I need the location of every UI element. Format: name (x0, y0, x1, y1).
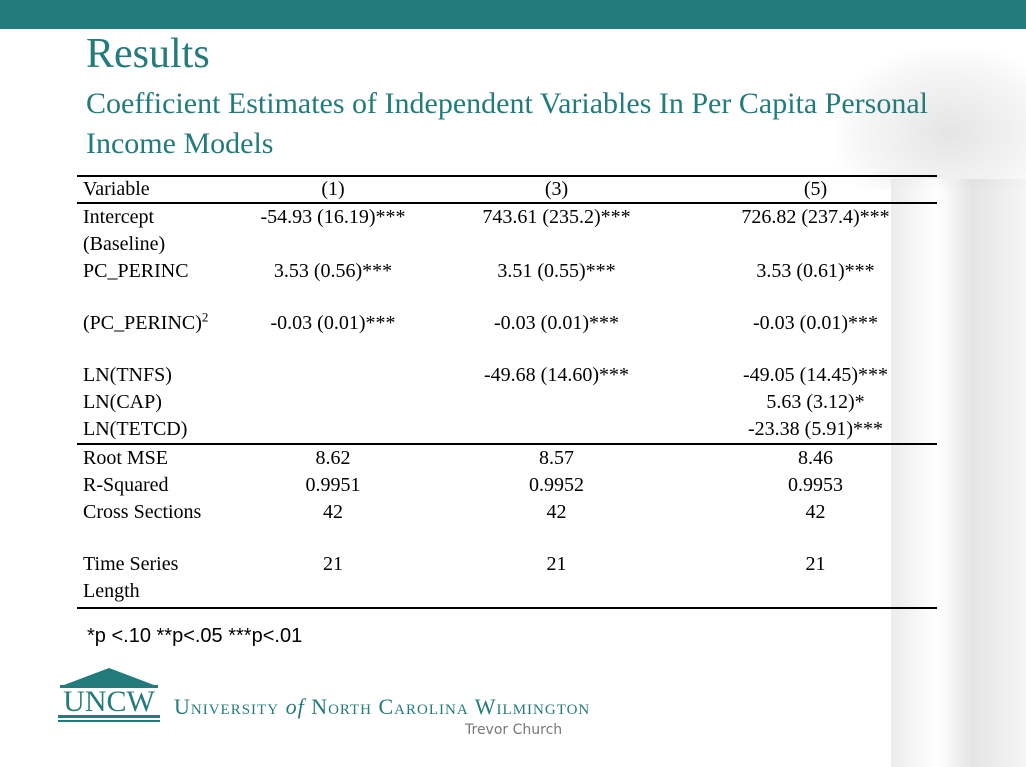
cell: -0.03 (0.01)*** (270, 312, 396, 334)
university-name: University of North Carolina Wilmington (174, 694, 591, 719)
header-model-5: (5) (694, 175, 937, 204)
slide-subtitle: Coefficient Estimates of Independent Var… (86, 87, 928, 160)
header-variable: Variable (77, 175, 247, 204)
row-label: LN(TNFS) (83, 364, 172, 386)
cell: 726.82 (237.4)*** (741, 206, 890, 228)
table-row: LN(CAP) 5.63 (3.12)* (77, 389, 937, 416)
results-table: Variable (1) (3) (5) Intercept -54.93 (1… (77, 175, 937, 609)
row-label: LN(TETCD) (83, 418, 188, 440)
top-banner (0, 0, 1026, 29)
row-label: Cross Sections (83, 501, 202, 523)
row-label: Length (77, 578, 247, 609)
table-row: Time Series 21 21 21 (77, 551, 937, 578)
cell: 743.61 (235.2)*** (482, 206, 631, 228)
cell: 5.63 (3.12)* (766, 391, 865, 413)
cell: -23.38 (5.91)*** (748, 418, 883, 440)
cell: 21 (546, 553, 567, 575)
cell: 8.62 (247, 443, 419, 472)
cell: 3.53 (0.56)*** (273, 260, 393, 282)
cell: -49.68 (14.60)*** (484, 364, 629, 386)
column-background-image (796, 29, 1026, 767)
cell: 21 (323, 553, 343, 575)
table-row: LN(TETCD) -23.38 (5.91)*** (77, 416, 937, 444)
header-model-1: (1) (247, 175, 419, 204)
row-label: R-Squared (83, 474, 169, 496)
table-row: R-Squared 0.9951 0.9952 0.9953 (77, 472, 937, 499)
uncw-logo: UNCW (58, 668, 160, 722)
cell: 42 (323, 501, 343, 523)
cell: 0.9952 (529, 474, 584, 496)
author-name: Trevor Church (465, 722, 563, 738)
cell (247, 362, 419, 389)
table-row: Root MSE 8.62 8.57 8.46 (77, 443, 937, 472)
row-label: Time Series (83, 553, 179, 575)
logo-text: UNCW (63, 685, 155, 718)
significance-footnote: *p <.10 **p<.05 ***p<.01 (87, 625, 303, 647)
cell: 42 (805, 501, 826, 523)
logo-pediment (64, 668, 154, 685)
cell: 21 (805, 553, 826, 575)
table-row: Cross Sections 42 42 42 (77, 499, 937, 551)
table-row: (Baseline) (77, 231, 937, 258)
slide-title: Results (86, 31, 210, 77)
table-row: LN(TNFS) -49.68 (14.60)*** -49.05 (14.45… (77, 362, 937, 389)
cell: -54.93 (16.19)*** (260, 206, 406, 228)
cell: 8.46 (694, 443, 937, 472)
cell: 3.51 (0.55)*** (497, 260, 616, 282)
cell (419, 416, 694, 444)
cell: 3.53 (0.61)*** (756, 260, 875, 282)
cell: -0.03 (0.01)*** (753, 312, 878, 334)
table-row: PC_PERINC 3.53 (0.56)*** 3.51 (0.55)*** … (77, 258, 937, 310)
cell (419, 389, 694, 416)
table-row: Intercept -54.93 (16.19)*** 743.61 (235.… (77, 203, 937, 231)
column-capital (836, 49, 1026, 189)
exponent: 2 (201, 309, 209, 325)
cell: 0.9951 (305, 474, 361, 496)
header-model-3: (3) (419, 175, 694, 204)
cell (247, 389, 419, 416)
row-label: PC_PERINC (83, 260, 189, 282)
column-shaft (891, 179, 1026, 767)
table-row: Length (77, 578, 937, 609)
row-label: Root MSE (77, 443, 247, 472)
row-label: LN(CAP) (83, 391, 162, 413)
row-label: (Baseline) (83, 233, 166, 255)
cell: 42 (546, 501, 567, 523)
cell: 8.57 (419, 443, 694, 472)
row-label: (PC_PERINC)2 (83, 309, 209, 334)
cell (247, 416, 419, 444)
table-row: (PC_PERINC)2 -0.03 (0.01)*** -0.03 (0.01… (77, 310, 937, 362)
cell: -49.05 (14.45)*** (743, 364, 888, 386)
cell: -0.03 (0.01)*** (494, 312, 619, 334)
row-label: Intercept (83, 206, 155, 228)
table-header-row: Variable (1) (3) (5) (77, 175, 937, 204)
cell: 0.9953 (788, 474, 843, 496)
